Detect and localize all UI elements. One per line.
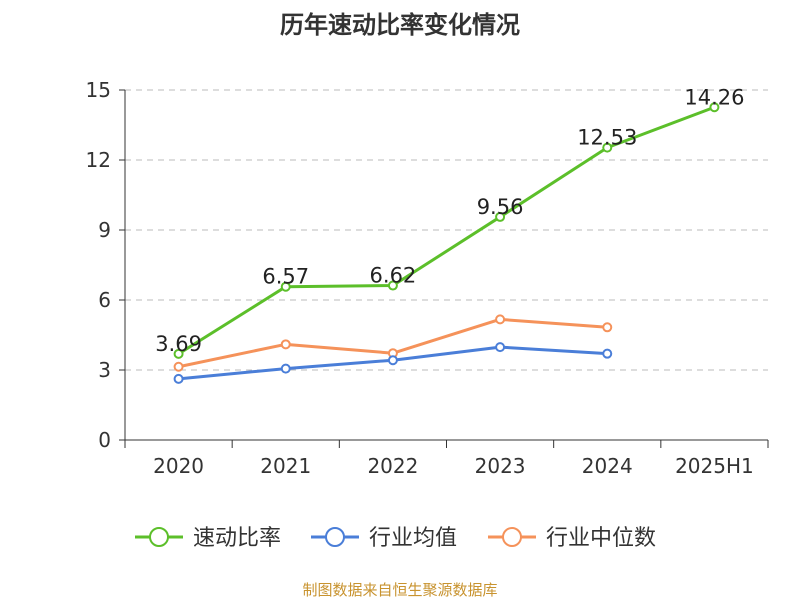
grid-lines bbox=[125, 89, 768, 371]
series-group: 3.69 6.57 6.62 9.56 12.53 14.26 bbox=[155, 85, 744, 384]
axes: 0 3 6 9 12 15 2020 2021 2022 2023 2024 2025H1 bbox=[86, 78, 769, 478]
data-point[interactable] bbox=[173, 348, 184, 359]
data-point[interactable] bbox=[280, 281, 291, 292]
data-label: 6.57 bbox=[262, 265, 309, 289]
y-tick-label: 3 bbox=[98, 358, 111, 382]
data-point[interactable] bbox=[709, 102, 720, 113]
legend-marker-icon bbox=[149, 527, 169, 547]
series-2 bbox=[173, 314, 613, 372]
legend-item[interactable]: 速动比率 bbox=[135, 526, 281, 551]
series-line bbox=[177, 105, 716, 356]
legend[interactable]: 速动比率 行业均值 行业中位数 bbox=[135, 526, 656, 551]
data-label: 3.69 bbox=[155, 332, 202, 356]
x-tick-label: 2024 bbox=[582, 454, 633, 478]
data-point[interactable] bbox=[173, 361, 184, 372]
data-point[interactable] bbox=[602, 322, 613, 333]
data-label: 12.53 bbox=[577, 126, 637, 150]
data-point[interactable] bbox=[387, 280, 398, 291]
legend-marker-icon bbox=[325, 527, 345, 547]
legend-item[interactable]: 行业中位数 bbox=[488, 526, 656, 551]
x-tick-label: 2025H1 bbox=[675, 454, 754, 478]
data-point[interactable] bbox=[173, 373, 184, 384]
y-tick-label: 15 bbox=[86, 78, 111, 102]
x-tick-label: 2020 bbox=[153, 454, 204, 478]
chart-title: 历年速动比率变化情况 bbox=[280, 11, 520, 39]
data-point[interactable] bbox=[387, 355, 398, 366]
legend-label: 行业中位数 bbox=[546, 526, 656, 551]
data-label: 14.26 bbox=[684, 85, 744, 109]
y-tick-label: 0 bbox=[98, 428, 111, 452]
y-tick-label: 6 bbox=[98, 288, 111, 312]
source-note: 制图数据来自恒生聚源数据库 bbox=[302, 581, 497, 599]
data-point[interactable] bbox=[280, 339, 291, 350]
data-point[interactable] bbox=[495, 342, 506, 353]
legend-item[interactable]: 行业均值 bbox=[311, 526, 457, 551]
y-tick-label: 12 bbox=[86, 148, 111, 172]
y-tick-label: 9 bbox=[98, 218, 111, 242]
data-point[interactable] bbox=[495, 314, 506, 325]
series-0: 3.69 6.57 6.62 9.56 12.53 14.26 bbox=[155, 85, 744, 359]
data-point[interactable] bbox=[495, 211, 506, 222]
data-point[interactable] bbox=[280, 363, 291, 374]
data-label: 9.56 bbox=[477, 195, 524, 219]
x-tick-label: 2022 bbox=[367, 454, 418, 478]
data-point[interactable] bbox=[602, 348, 613, 359]
legend-label: 速动比率 bbox=[193, 526, 281, 551]
data-point[interactable] bbox=[602, 142, 613, 153]
x-tick-label: 2021 bbox=[260, 454, 311, 478]
series-1 bbox=[173, 342, 613, 384]
legend-marker-icon bbox=[502, 527, 522, 547]
data-label: 6.62 bbox=[370, 264, 417, 288]
x-tick-label: 2023 bbox=[475, 454, 526, 478]
legend-label: 行业均值 bbox=[369, 526, 457, 551]
